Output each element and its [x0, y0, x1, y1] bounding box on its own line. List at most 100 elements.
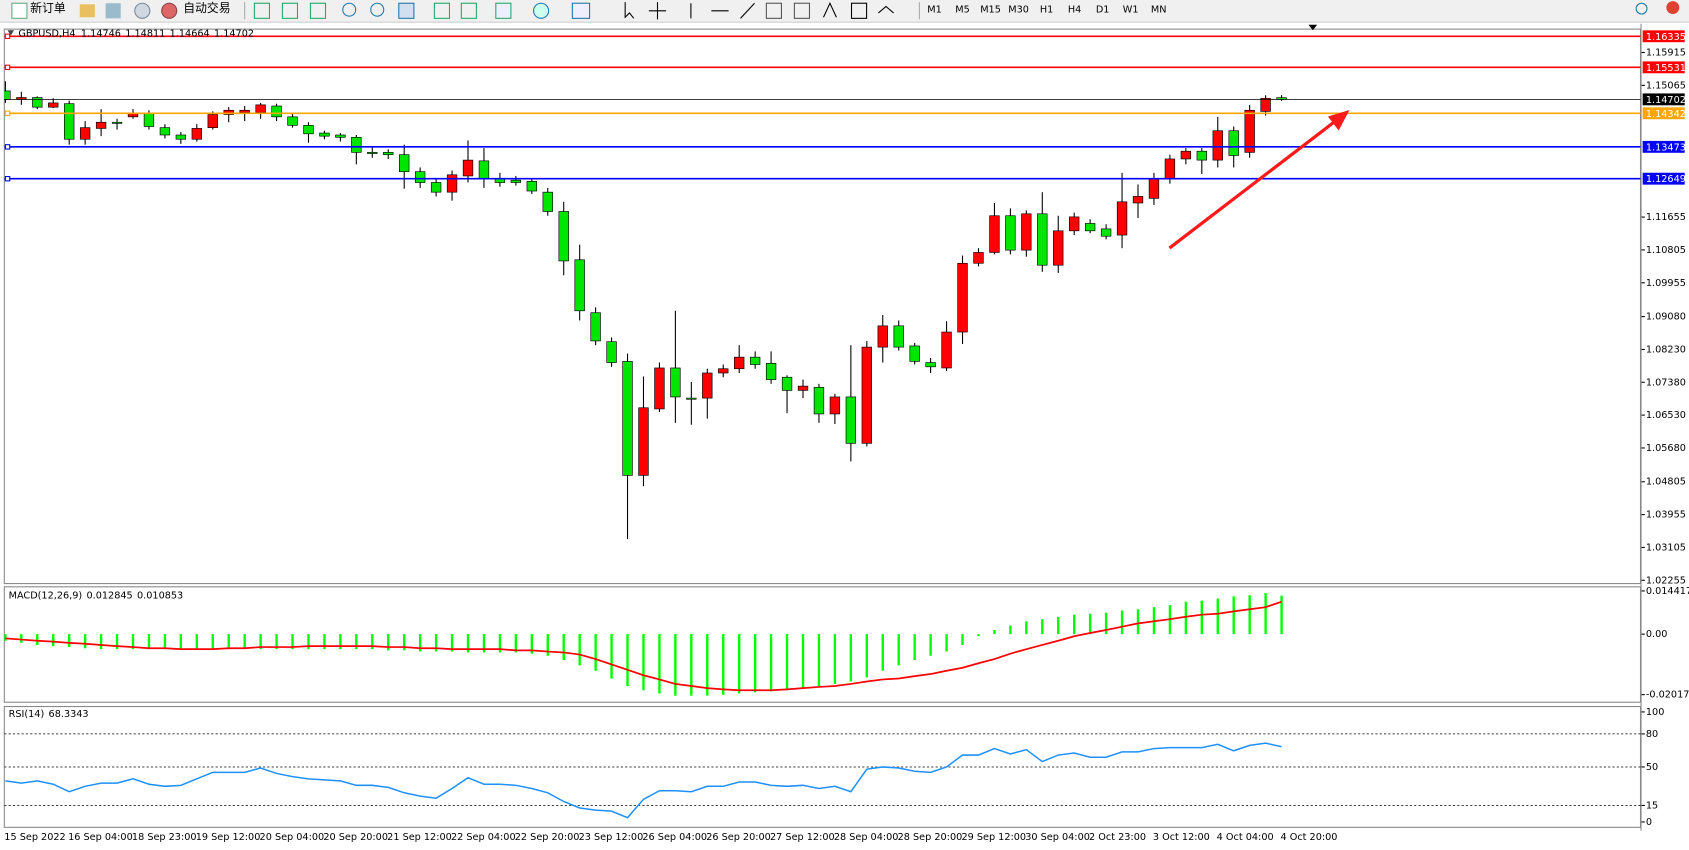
arrows-icon[interactable] [878, 5, 894, 14]
tile-icon[interactable] [398, 2, 415, 19]
cursor-icon[interactable] [624, 2, 635, 19]
candle-body [1164, 158, 1176, 180]
candle-body [829, 396, 841, 415]
y-tick-label: 1.04805 [1646, 477, 1686, 488]
new-order-button[interactable]: 新订单 [30, 1, 66, 15]
candle-body [64, 103, 75, 140]
zoom-in-icon[interactable] [342, 2, 357, 17]
y-tick-label: 80 [1646, 729, 1658, 740]
line-anchor [4, 144, 11, 150]
y-tick-label: 1.15065 [1646, 80, 1686, 91]
timeframe-button[interactable]: H4 [1068, 5, 1081, 16]
y-tick-label: 1.09955 [1646, 278, 1686, 289]
fibo-icon[interactable] [793, 2, 811, 19]
candle-body [1053, 230, 1064, 266]
candle-body [271, 105, 282, 118]
y-tick-label: 0.014417 [1646, 586, 1689, 597]
timeframe-button[interactable]: M15 [980, 5, 1001, 16]
timeframe-button[interactable]: M5 [955, 5, 970, 16]
search-icon[interactable] [1635, 2, 1648, 15]
main-plot [4, 35, 1641, 540]
timeframe-button[interactable]: H1 [1040, 5, 1053, 16]
candle-body [510, 179, 522, 183]
shift-icon[interactable] [460, 2, 477, 19]
auto-trade-icon[interactable] [161, 2, 178, 19]
timeframe-button[interactable]: D1 [1096, 5, 1110, 16]
y-tick-label: -0.020179 [1646, 690, 1689, 701]
macd-title: MACD(12,26,9) [9, 590, 83, 601]
candle-chart-icon[interactable] [281, 2, 299, 19]
candle-body [574, 259, 585, 312]
new-order-icon[interactable] [11, 2, 28, 19]
trendline-icon[interactable] [740, 2, 755, 19]
candle-body [48, 102, 59, 108]
candle-body [494, 178, 506, 183]
autoscroll-icon[interactable] [433, 2, 451, 19]
low-value: 1.14664 [170, 28, 210, 39]
label-icon[interactable] [850, 2, 868, 19]
rsi-line [5, 742, 1282, 819]
time-label: 4 Oct 04:00 [1217, 832, 1274, 843]
y-tick-label: 0.00 [1646, 629, 1668, 640]
macd-main-value: 0.012845 [86, 590, 132, 601]
candle-body [335, 134, 346, 138]
indicators-icon[interactable] [495, 2, 512, 19]
y-tick-label: 1.07380 [1646, 377, 1686, 388]
time-label: 2 Oct 23:00 [1089, 832, 1146, 843]
candle-body [223, 109, 234, 115]
tool-icon[interactable] [105, 3, 121, 19]
timeframe-button[interactable]: W1 [1123, 5, 1139, 16]
price-tag [1642, 172, 1685, 185]
candle-body [319, 132, 330, 137]
time-label: 16 Sep 04:00 [68, 832, 133, 843]
macd-signal-line [5, 600, 1282, 692]
toolbar [0, 0, 1689, 22]
line-chart-icon[interactable] [309, 2, 327, 19]
candle-body [1180, 150, 1192, 160]
y-tick-label: 1.15915 [1646, 47, 1686, 58]
timeframe-button[interactable]: M1 [927, 5, 942, 16]
macd-signal-value: 0.010853 [137, 590, 183, 601]
tool-icon[interactable] [79, 4, 95, 18]
candle-body [941, 331, 952, 369]
notification-badge[interactable] [1666, 1, 1680, 15]
time-label: 28 Sep 20:00 [898, 832, 963, 843]
time-label: 27 Sep 12:00 [770, 832, 835, 843]
bar-chart-icon[interactable] [253, 2, 271, 19]
text-icon[interactable] [822, 1, 837, 18]
time-label: 3 Oct 12:00 [1153, 832, 1210, 843]
price-tag-label: 1.14342 [1646, 109, 1686, 120]
rsi-value: 68.3343 [49, 709, 89, 720]
tool-icon[interactable] [134, 2, 151, 19]
crosshair-icon[interactable] [648, 2, 667, 20]
candle-body [1100, 228, 1112, 237]
candle-body [877, 325, 888, 348]
zoom-out-icon[interactable] [370, 2, 385, 17]
line-anchor [4, 33, 11, 39]
templates-icon[interactable] [571, 2, 591, 19]
channel-icon[interactable] [765, 2, 782, 19]
main-panel [3, 28, 1642, 585]
candle-body [399, 154, 410, 173]
candle-body [702, 372, 713, 399]
auto-trade-button[interactable]: 自动交易 [183, 1, 230, 15]
timeframe-button[interactable]: M30 [1008, 5, 1029, 16]
timeframe-button[interactable]: MN [1151, 5, 1167, 16]
axes: 1.15915 1.15065 1.11655 1.10805 1.09955 1.090… [4, 30, 1689, 843]
candle-body [989, 215, 1000, 253]
open-value: 1.14746 [81, 28, 121, 39]
candle-body [351, 136, 362, 153]
candle-body [478, 160, 490, 180]
candle-body [239, 109, 250, 113]
candle-body [813, 386, 825, 415]
y-tick-label: 1.05680 [1646, 443, 1686, 454]
y-tick-label: 1.08230 [1646, 344, 1686, 355]
candle-body [414, 171, 426, 183]
candle-body [1260, 97, 1271, 112]
candle-body [909, 345, 920, 362]
y-tick-label: 0 [1646, 817, 1652, 828]
periods-icon[interactable] [532, 2, 550, 19]
candle-body [590, 312, 601, 342]
time-label: 22 Sep 20:00 [515, 832, 580, 843]
